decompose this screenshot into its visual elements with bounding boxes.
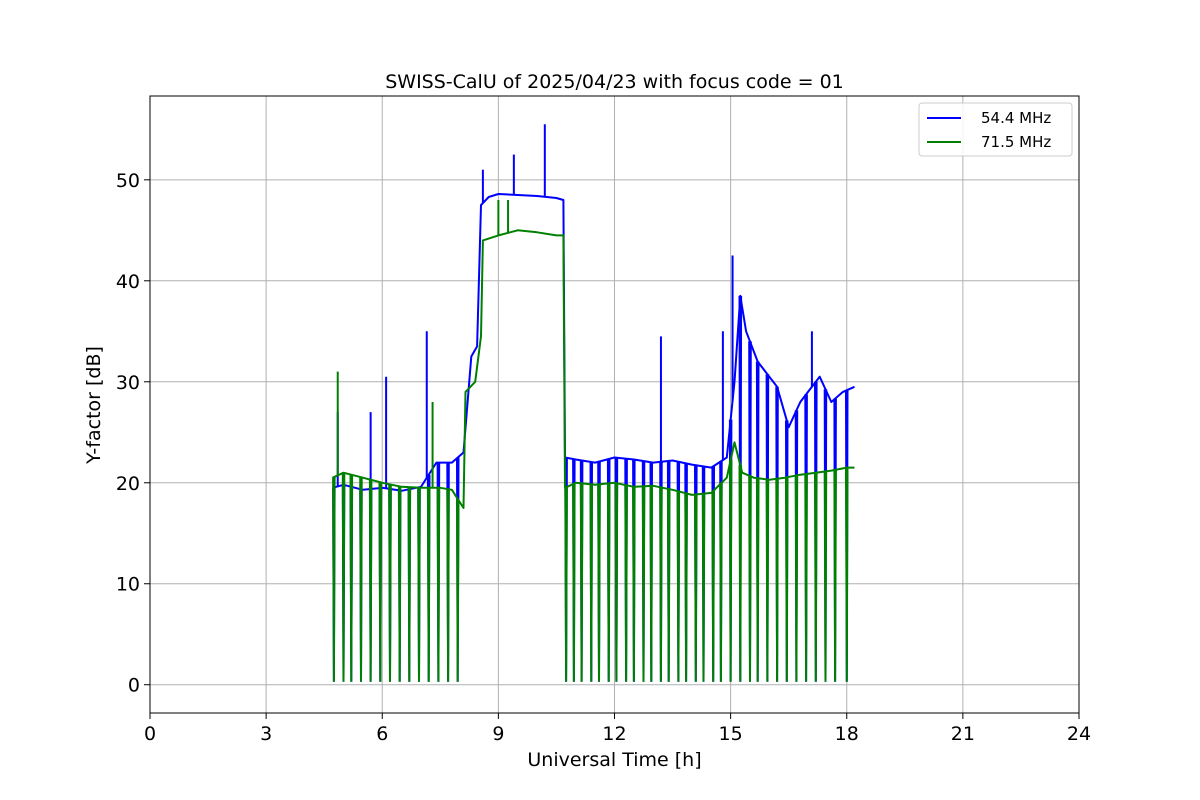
spike-down bbox=[417, 487, 421, 682]
spike-down bbox=[632, 486, 636, 682]
spike-down bbox=[332, 477, 336, 682]
spike-down bbox=[823, 471, 828, 682]
spike-down bbox=[368, 479, 373, 682]
spike-down bbox=[785, 477, 789, 682]
spike-down bbox=[397, 486, 402, 682]
x-tick-label: 3 bbox=[260, 723, 272, 745]
x-tick-label: 9 bbox=[492, 723, 504, 745]
spike-down bbox=[456, 498, 460, 682]
spike-down bbox=[597, 484, 601, 682]
x-tick-label: 0 bbox=[144, 723, 156, 745]
spike-down bbox=[804, 473, 808, 682]
chart-title: SWISS-CalU of 2025/04/23 with focus code… bbox=[385, 71, 844, 93]
legend-label: 54.4 MHz bbox=[981, 109, 1051, 127]
series-line bbox=[332, 229, 855, 509]
spike-down bbox=[694, 494, 698, 682]
series-group bbox=[332, 124, 855, 682]
spike-down bbox=[349, 474, 354, 682]
y-tick-label: 0 bbox=[128, 675, 140, 697]
spike-down bbox=[649, 485, 653, 682]
x-tick-label: 24 bbox=[1067, 723, 1091, 745]
spike-down bbox=[833, 469, 837, 682]
spike-down bbox=[359, 477, 363, 682]
spike-down bbox=[446, 489, 450, 682]
spike-down bbox=[624, 485, 628, 682]
grid-lines bbox=[149, 96, 1080, 713]
spike-down bbox=[641, 486, 646, 682]
series-line bbox=[332, 193, 855, 492]
series-2 bbox=[332, 200, 855, 682]
y-tick-label: 30 bbox=[116, 372, 140, 394]
spike-down bbox=[579, 483, 584, 682]
spike-down bbox=[755, 478, 760, 682]
x-axis-label: Universal Time [h] bbox=[527, 749, 701, 771]
spike-down bbox=[378, 482, 383, 682]
spike-down bbox=[711, 490, 715, 682]
spike-down bbox=[748, 475, 752, 682]
legend: 54.4 MHz 71.5 MHz bbox=[918, 102, 1073, 157]
x-tick-label: 6 bbox=[376, 723, 388, 745]
spike-down bbox=[765, 479, 770, 682]
spike-down bbox=[341, 472, 346, 682]
spike-down bbox=[589, 484, 593, 682]
x-tick-label: 21 bbox=[951, 723, 975, 745]
spike-down bbox=[659, 487, 663, 682]
y-tick-label: 50 bbox=[116, 170, 140, 192]
spike-down bbox=[719, 483, 723, 682]
x-tick-label: 18 bbox=[835, 723, 859, 745]
spike-down bbox=[436, 487, 441, 682]
spike-down bbox=[614, 483, 619, 682]
axis-ticks: 0 3 6 9 12 15 18 21 24 0 10 20 30 40 50 bbox=[116, 170, 1091, 745]
spike-down bbox=[794, 475, 799, 682]
spike-down bbox=[564, 487, 568, 682]
spike-down bbox=[606, 483, 611, 682]
y-tick-label: 10 bbox=[116, 574, 140, 596]
x-tick-label: 12 bbox=[602, 723, 626, 745]
spike-down bbox=[666, 488, 671, 682]
spike-down bbox=[738, 465, 743, 682]
legend-label: 71.5 MHz bbox=[981, 133, 1051, 151]
plot-frame bbox=[149, 95, 1080, 714]
spike-down bbox=[426, 487, 431, 682]
spike-down bbox=[676, 491, 681, 682]
spike-down bbox=[845, 467, 849, 682]
spike-down bbox=[407, 487, 412, 682]
spike-down bbox=[728, 459, 733, 682]
spike-down bbox=[814, 472, 818, 682]
y-tick-label: 40 bbox=[116, 271, 140, 293]
y-axis-label: Y-factor [dB] bbox=[83, 346, 105, 465]
x-tick-label: 15 bbox=[719, 723, 743, 745]
spike-down bbox=[572, 483, 576, 682]
spike-down bbox=[684, 493, 688, 682]
spike-down bbox=[388, 484, 392, 682]
spike-down bbox=[701, 493, 706, 682]
y-tick-label: 20 bbox=[116, 473, 140, 495]
spike-down bbox=[775, 478, 779, 682]
